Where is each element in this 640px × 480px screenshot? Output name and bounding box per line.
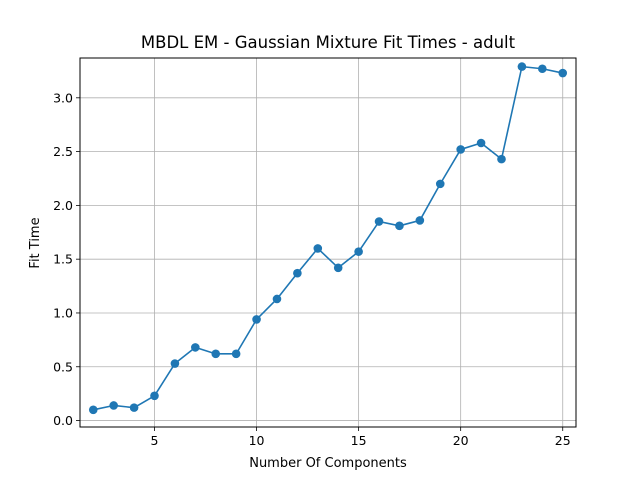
data-point xyxy=(252,315,261,324)
y-tick-label: 1.5 xyxy=(53,252,73,267)
data-point xyxy=(333,263,343,273)
y-tick-label: 0.5 xyxy=(53,359,73,374)
data-point xyxy=(293,268,302,278)
data-point xyxy=(435,179,445,189)
data-point xyxy=(88,405,98,415)
series-layer xyxy=(88,62,568,415)
x-tick-label: 15 xyxy=(351,433,367,448)
x-tick-label: 20 xyxy=(453,433,469,448)
data-point xyxy=(191,343,200,352)
y-tick-label: 1.0 xyxy=(53,305,73,320)
data-point xyxy=(109,401,118,410)
x-axis-label: Number Of Components xyxy=(249,456,407,471)
data-point xyxy=(476,138,486,148)
chart-title: MBDL EM - Gaussian Mixture Fit Times - a… xyxy=(141,33,516,52)
y-tick-label: 2.5 xyxy=(53,144,73,159)
y-tick-label: 3.0 xyxy=(53,90,73,105)
x-tick-label: 5 xyxy=(151,433,159,448)
y-axis-label: Fit Time xyxy=(28,217,43,268)
data-point xyxy=(354,247,363,256)
data-point xyxy=(456,145,465,154)
ticks: 5 10 15 20 25 0.0 0.5 1.0 1.5 2.0 2.5 3.0 xyxy=(53,90,571,448)
x-tick-label: 10 xyxy=(249,433,265,448)
data-point xyxy=(395,221,404,231)
data-point xyxy=(415,216,425,225)
data-point xyxy=(558,68,568,78)
series-line xyxy=(93,65,563,411)
y-tick-label: 2.0 xyxy=(53,198,73,213)
x-tick-label: 25 xyxy=(555,433,571,448)
data-point xyxy=(231,349,241,359)
data-point xyxy=(517,62,527,71)
data-point xyxy=(272,294,282,304)
grid xyxy=(80,58,576,427)
data-point xyxy=(313,244,323,253)
y-tick-label: 0.0 xyxy=(53,413,73,428)
data-point xyxy=(538,64,547,74)
data-point xyxy=(497,154,506,164)
data-point xyxy=(150,391,159,401)
data-point xyxy=(211,349,221,359)
data-point xyxy=(170,359,180,368)
data-point xyxy=(129,403,139,412)
plot-frame xyxy=(79,57,577,428)
data-point xyxy=(374,217,384,226)
